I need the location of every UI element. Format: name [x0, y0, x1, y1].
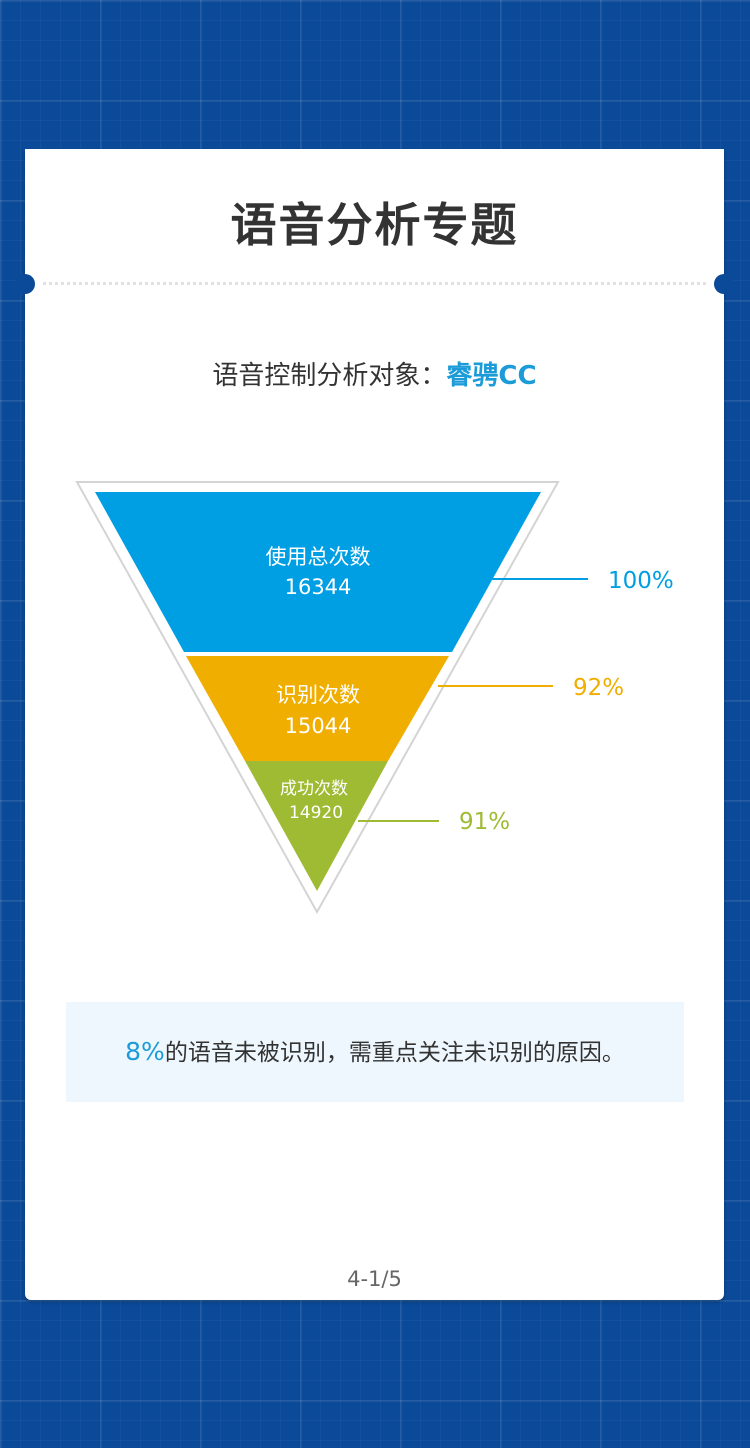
analysis-subject-value: 睿骋CC — [446, 361, 537, 391]
funnel-percent-usage: 100% — [608, 568, 674, 594]
funnel-stage-label-usage: 使用总次数 — [266, 545, 371, 569]
analysis-subject: 语音控制分析对象：睿骋CC — [25, 355, 724, 392]
insight-text: 的语音未被识别，需重点关注未识别的原因。 — [164, 1040, 625, 1066]
card-notch-right — [714, 274, 734, 294]
funnel-segment-success — [245, 761, 388, 891]
funnel-chart: 使用总次数 16344 识别次数 15044 成功次数 14920 100% 9… — [75, 481, 674, 915]
funnel-segment-usage — [95, 492, 541, 652]
funnel-percent-success: 91% — [459, 809, 510, 835]
insight-callout: 8%的语音未被识别，需重点关注未识别的原因。 — [66, 1002, 684, 1102]
title-divider — [43, 282, 706, 285]
funnel-stage-value-success: 14920 — [289, 803, 343, 823]
funnel-percent-recognized: 92% — [573, 675, 624, 701]
funnel-stage-value-recognized: 15044 — [285, 714, 352, 738]
analysis-subject-label: 语音控制分析对象： — [212, 361, 447, 391]
page-indicator: 4-1/5 — [347, 1267, 402, 1291]
funnel-stage-label-success: 成功次数 — [280, 779, 348, 799]
content-card: 语音分析专题 语音控制分析对象：睿骋CC 使用总次数 16344 识别次数 15… — [15, 149, 734, 1300]
funnel-segment-recognized — [186, 656, 449, 761]
insight-highlight: 8% — [125, 1037, 165, 1066]
card-notch-left — [15, 274, 35, 294]
funnel-stage-value-usage: 16344 — [285, 575, 352, 599]
funnel-stage-label-recognized: 识别次数 — [276, 683, 360, 707]
funnel-outline — [75, 481, 560, 915]
page-title: 语音分析专题 — [230, 198, 519, 252]
